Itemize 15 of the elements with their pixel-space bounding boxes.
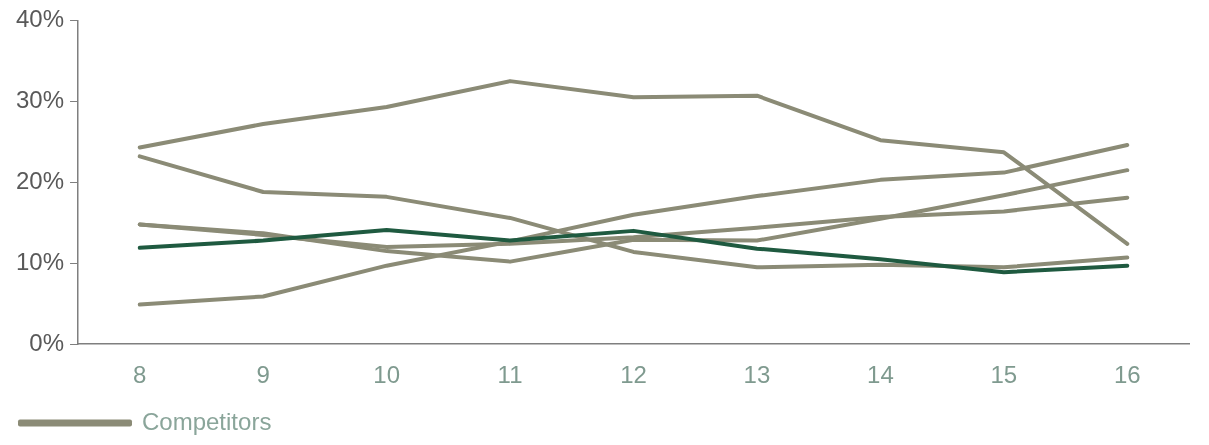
x-tick-label: 16 xyxy=(1113,361,1141,389)
y-tick-label: 0% xyxy=(29,328,65,356)
x-tick-label: 8 xyxy=(133,361,147,389)
x-tick-label: 15 xyxy=(990,361,1018,389)
x-tick-label: 12 xyxy=(620,361,647,389)
x-tick-label: 11 xyxy=(497,361,523,389)
y-tick-label: 20% xyxy=(15,166,65,194)
x-tick-label: 13 xyxy=(743,361,771,389)
y-tick-label: 10% xyxy=(15,247,65,275)
x-tick-label: 9 xyxy=(256,361,270,389)
y-tick-label: 40% xyxy=(15,5,65,33)
x-tick-label: 14 xyxy=(867,361,894,389)
y-tick-label: 30% xyxy=(15,85,65,113)
x-tick-label: 10 xyxy=(373,361,400,389)
legend-label: Competitors xyxy=(142,407,272,435)
